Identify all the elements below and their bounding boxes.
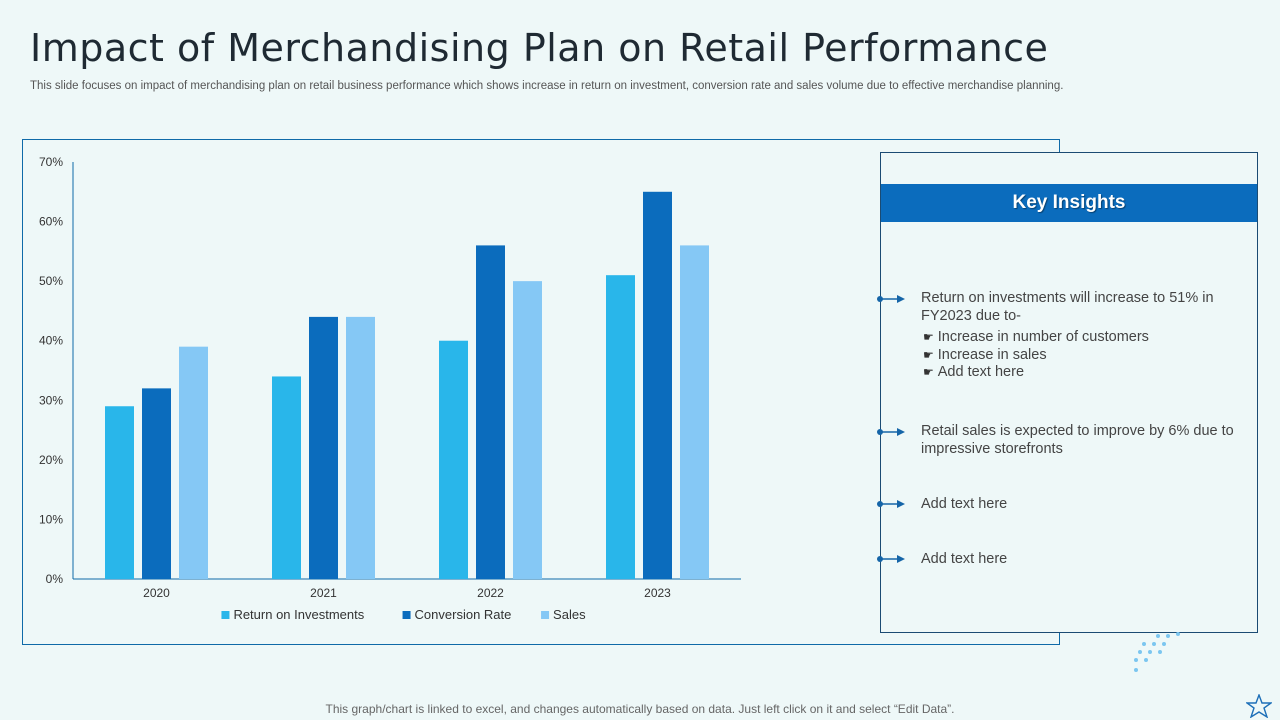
pointing-hand-icon: ☛ (923, 347, 934, 362)
bar-sales (179, 346, 208, 579)
bar-return-on-investments (272, 376, 301, 579)
legend-label: Sales (553, 607, 586, 622)
legend-swatch (402, 611, 411, 619)
y-tick-label: 50% (39, 274, 63, 288)
insight-text-4: Add text here (921, 551, 1008, 567)
star-icon (1246, 694, 1272, 718)
y-tick-label: 0% (46, 572, 64, 586)
legend-label: Conversion Rate (415, 607, 512, 622)
legend-swatch (221, 611, 230, 619)
bar-return-on-investments (105, 406, 134, 579)
bar-conversion-rate (476, 245, 505, 579)
pointing-hand-icon: ☛ (923, 330, 934, 344)
x-tick-label: 2021 (310, 586, 337, 600)
arrow-bullet-icon (877, 295, 905, 303)
bar-conversion-rate (142, 388, 171, 579)
x-tick-label: 2020 (143, 586, 170, 600)
insight-item-4: Add text here (877, 550, 1251, 568)
y-tick-label: 60% (39, 215, 63, 229)
bar-conversion-rate (309, 316, 338, 579)
bar-sales (346, 316, 375, 579)
key-insights-header: Key Insights (881, 184, 1257, 222)
decorative-dots (1134, 632, 1180, 672)
insight-text-1: Return on investments will increase to 5… (921, 290, 1214, 324)
legend-label: Return on Investments (233, 607, 364, 622)
key-insights-panel: Key Insights Return on investments will … (877, 152, 1258, 633)
insight-item-1: Return on investments will increase to 5… (877, 289, 1251, 382)
pointing-hand-icon: ☛ (923, 365, 934, 379)
y-tick-label: 10% (39, 512, 63, 526)
y-tick-label: 70% (39, 155, 63, 169)
x-tick-label: 2023 (644, 586, 671, 600)
bar-sales (513, 281, 542, 579)
footer-note: This graph/chart is linked to excel, and… (325, 702, 955, 716)
insight-text-2: Retail sales is expected to improve by 6… (921, 423, 1234, 457)
page-subtitle: This slide focuses on impact of merchand… (30, 80, 1064, 92)
bar-sales (680, 245, 709, 579)
bar-return-on-investments (606, 275, 635, 579)
bar-conversion-rate (643, 191, 672, 579)
bar-return-on-investments (439, 340, 468, 579)
insight-item-2: Retail sales is expected to improve by 6… (877, 422, 1251, 458)
y-tick-label: 40% (39, 334, 63, 348)
bar-chart[interactable]: 0% 10% 20% 30% 40% 50% 60% 70% 2020 2021 2022 2023 R… (23, 140, 1059, 644)
list-item: ☛ Add text here (923, 364, 1025, 380)
y-tick-label: 30% (39, 393, 63, 407)
legend-swatch (541, 611, 550, 619)
y-tick-label: 20% (39, 453, 63, 467)
arrow-bullet-icon (877, 555, 905, 563)
list-item: ☛ Increase in sales (923, 346, 1047, 363)
page-title: Impact of Merchandising Plan on Retail P… (30, 26, 1049, 70)
arrow-bullet-icon (877, 428, 905, 436)
x-tick-label: 2022 (477, 586, 504, 600)
insight-text-3: Add text here (921, 496, 1008, 512)
insight-bullets: ☛ Increase in number of customers ☛ Increa… (921, 329, 1251, 382)
insight-item-3: Add text here (877, 495, 1251, 513)
arrow-bullet-icon (877, 500, 905, 508)
list-item: ☛ Increase in number of customers (923, 329, 1149, 345)
chart-frame[interactable]: 0% 10% 20% 30% 40% 50% 60% 70% 2020 2021 2022 2023 R… (22, 139, 1060, 645)
